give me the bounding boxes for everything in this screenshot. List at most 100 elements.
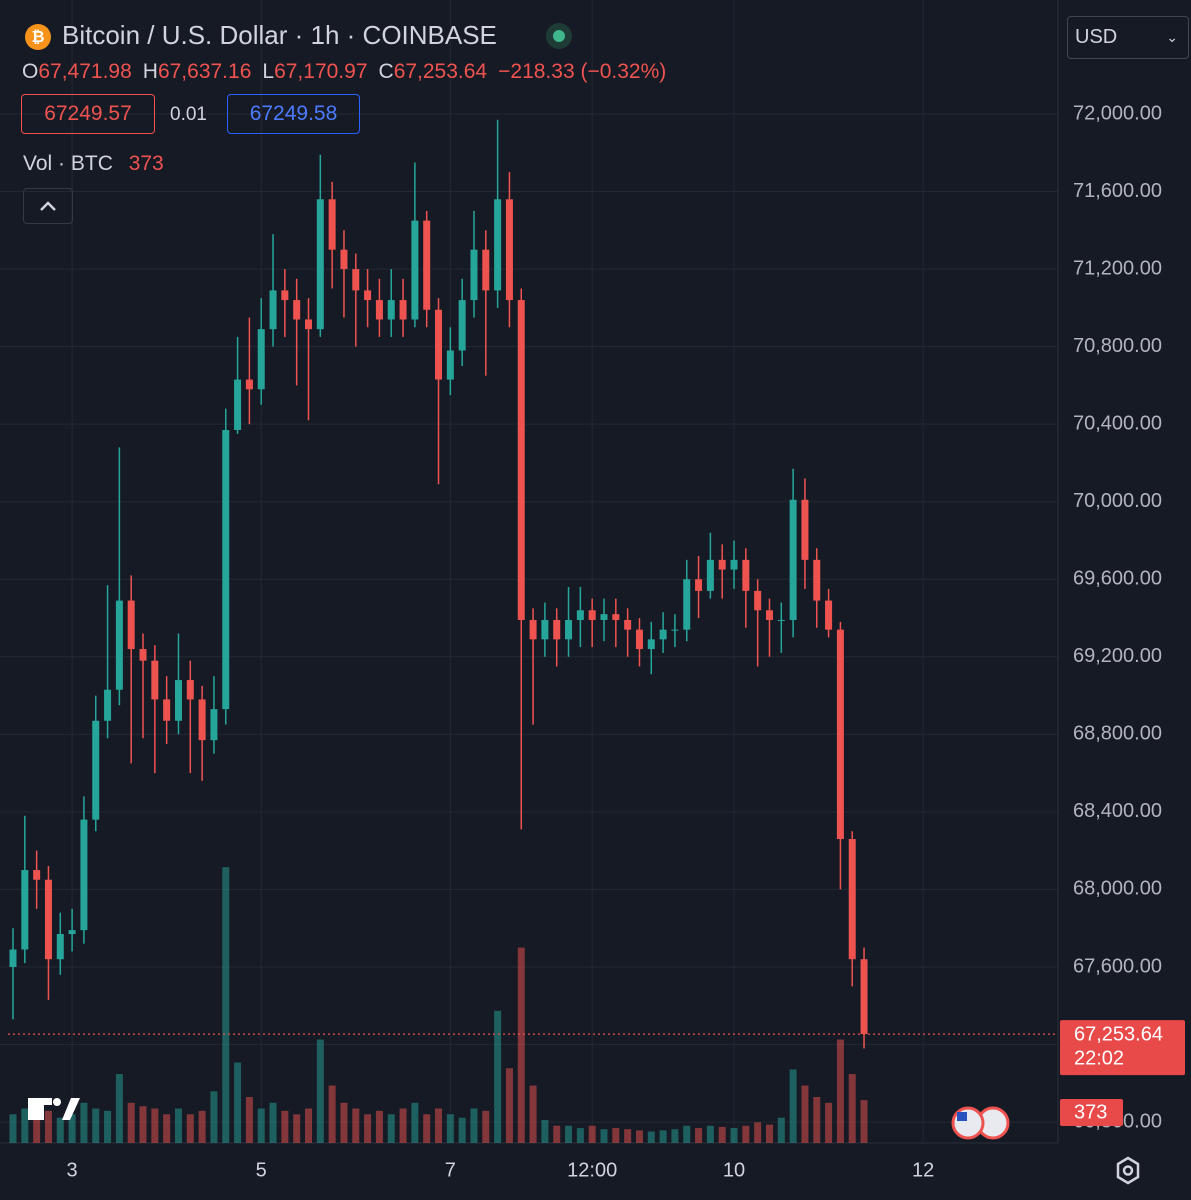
volume-bar [706, 1125, 714, 1143]
event-flags [951, 1106, 1010, 1140]
volume-bar [44, 1110, 52, 1143]
volume-bar [328, 1085, 336, 1143]
volume-bar [777, 1117, 785, 1143]
volume-bar [482, 1110, 490, 1143]
candle-body [281, 290, 289, 301]
candle-body [316, 199, 324, 330]
candle-body [80, 819, 88, 931]
candle-body [234, 379, 242, 430]
candle-body [9, 949, 17, 967]
gear[interactable] [1116, 1156, 1140, 1185]
volume-bar [848, 1074, 856, 1143]
volume-bar [115, 1074, 123, 1143]
ohlc-key: H [142, 60, 158, 83]
volume-bar [257, 1108, 265, 1143]
chevron-line [40, 201, 56, 211]
candle-body [387, 300, 395, 320]
candle-body [104, 689, 112, 721]
volume-bar [222, 867, 230, 1143]
flag-part [957, 1112, 967, 1121]
candle-body [541, 619, 549, 640]
candle-body [44, 879, 52, 960]
ohlc-key: C [378, 60, 394, 83]
volume-bar [352, 1108, 360, 1143]
settings-icon[interactable] [1116, 1156, 1140, 1185]
volume-bar [789, 1069, 797, 1143]
volume-bar [659, 1130, 667, 1143]
volume-legend: Vol · BTC 373 [23, 152, 164, 176]
candle-body [305, 319, 312, 330]
volume-bar [505, 1068, 513, 1143]
candle-body [529, 619, 537, 640]
currency[interactable]: USD [1075, 26, 1118, 48]
volume-badge [1060, 1099, 1123, 1126]
x-tick-label: 12:00 [567, 1159, 617, 1181]
change: −218.33 (−0.32%) [498, 60, 667, 83]
candle-body [494, 199, 502, 291]
collapse-button[interactable] [23, 188, 73, 224]
y-tick-label: 71,600.00 [1073, 180, 1162, 202]
spread: 0.01 [170, 104, 207, 125]
candle-body [68, 930, 76, 935]
candle-body [293, 300, 301, 320]
candle-body [257, 329, 265, 390]
volume-bar [104, 1110, 112, 1143]
candle-body [517, 300, 525, 620]
candle-body [446, 350, 454, 380]
candle-body [683, 579, 691, 630]
candle-body [695, 579, 703, 591]
candle-body [163, 699, 171, 721]
volume-bar [588, 1125, 596, 1143]
volume-bar [411, 1102, 419, 1143]
coin-symbol: ₿ [31, 28, 44, 46]
candle-body [600, 614, 608, 620]
ohlc-key: O [22, 60, 39, 83]
candle-body [423, 220, 431, 310]
dropdown-arrow[interactable]: ⌄ [1166, 29, 1178, 45]
volume-bar [825, 1102, 833, 1143]
volume-bar [423, 1114, 431, 1143]
candle-body [624, 619, 632, 630]
y-tick-label: 67,600.00 [1073, 955, 1162, 977]
y-tick-label: 70,000.00 [1073, 490, 1162, 512]
volume-layer [9, 867, 868, 1143]
volume-bar [340, 1102, 348, 1143]
y-tick-label: 71,200.00 [1073, 257, 1162, 279]
candle-body [399, 300, 407, 320]
volume-bar [387, 1114, 395, 1143]
y-tick-label: 70,800.00 [1073, 335, 1162, 357]
bid-button[interactable]: 67249.57 [21, 94, 155, 134]
ask-button[interactable]: 67249.58 [227, 94, 360, 134]
candle-body [813, 559, 821, 601]
volume-bar [80, 1102, 88, 1143]
candle-body [860, 959, 868, 1035]
volume-bar [281, 1110, 289, 1143]
volume-bar [553, 1125, 561, 1143]
candle-body [375, 300, 383, 320]
volume-bar [151, 1108, 159, 1143]
logo-part [28, 1098, 52, 1105]
volume-bar [139, 1106, 147, 1143]
volume-bar [494, 1010, 502, 1143]
currency-select[interactable]: USD ⌄ [1067, 16, 1189, 59]
volume-value: 373 [128, 152, 164, 175]
volume-bar [458, 1117, 466, 1143]
volume-bar [316, 1039, 324, 1143]
y-tick-label: 70,400.00 [1073, 412, 1162, 434]
volume-bar [624, 1129, 632, 1143]
candle-body [801, 499, 809, 560]
grid [0, 0, 1058, 1143]
gear-center[interactable] [1122, 1165, 1134, 1176]
candle-body [848, 839, 856, 960]
volume-bar [21, 1108, 29, 1143]
candle-body [825, 600, 833, 630]
volume-bar [56, 1117, 64, 1143]
volume-bar [210, 1091, 218, 1143]
logo [28, 1098, 80, 1120]
ohlc-value: 67,637.16 [157, 60, 252, 83]
volume-bar [245, 1097, 253, 1143]
candle-body [364, 290, 372, 301]
volume-bar [730, 1128, 738, 1143]
candle-body [269, 290, 277, 330]
